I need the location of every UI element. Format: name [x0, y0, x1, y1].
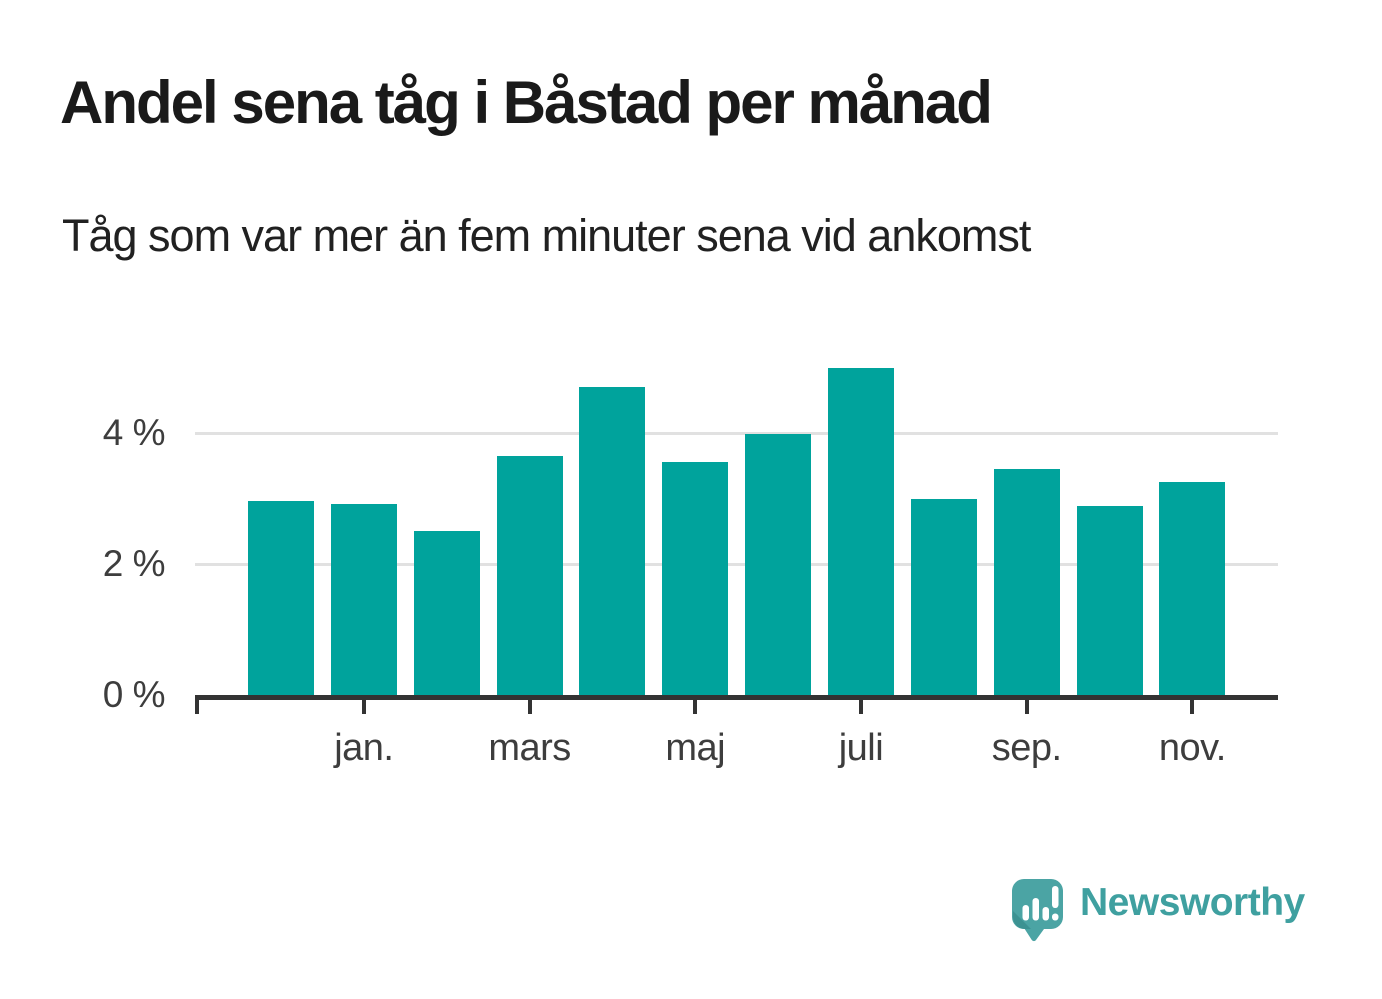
- x-axis-tick-mars: [527, 700, 532, 714]
- x-axis-label-jan.: jan.: [334, 727, 394, 769]
- newsworthy-logo: Newsworthy: [1012, 878, 1305, 942]
- bar-dec.: [248, 501, 314, 695]
- gridline-2pct: [195, 562, 1278, 566]
- x-axis-label-nov.: nov.: [1158, 727, 1227, 769]
- bar-aug.: [910, 498, 977, 695]
- bar-jan.: [330, 503, 397, 695]
- x-axis-label-sep.: sep.: [991, 727, 1062, 769]
- x-axis-label-mars: mars: [488, 727, 571, 769]
- bar-okt.: [1076, 506, 1143, 695]
- bar-juli: [827, 367, 894, 695]
- bar-apr.: [579, 387, 646, 695]
- y-axis-label: 0 %: [102, 674, 166, 715]
- y-axis-label: 2 %: [102, 543, 166, 584]
- x-axis-line: [195, 695, 1278, 700]
- x-axis-label-juli: juli: [838, 727, 884, 769]
- y-axis: 0 % 2 % 4 %: [0, 328, 166, 715]
- x-axis-tick-maj: [693, 700, 698, 714]
- plot-area: jan. mars maj juli sep. nov.: [195, 328, 1278, 769]
- newsworthy-logo-text: Newsworthy: [1080, 881, 1305, 924]
- bar-sep.: [993, 469, 1060, 695]
- chart-title: Andel sena tåg i Båstad per månad: [60, 69, 993, 136]
- bar-mars: [496, 455, 563, 695]
- x-axis-tick-sep.: [1024, 700, 1029, 714]
- gridline-4pct: [195, 431, 1278, 435]
- newsworthy-logo-icon: [1012, 879, 1063, 942]
- x-axis-tick-jan.: [361, 700, 366, 714]
- bar-nov.: [1159, 482, 1226, 695]
- bar-feb.: [413, 531, 480, 695]
- x-axis-tick-nov.: [1190, 700, 1195, 714]
- bar-juni: [745, 434, 812, 695]
- x-axis-tick-origin: [195, 700, 199, 714]
- x-axis-label-maj: maj: [665, 727, 726, 769]
- bar-maj: [662, 462, 729, 695]
- y-axis-label: 4 %: [102, 412, 166, 453]
- x-axis-tick-juli: [858, 700, 863, 714]
- chart-subtitle: Tåg som var mer än fem minuter sena vid …: [62, 210, 1031, 261]
